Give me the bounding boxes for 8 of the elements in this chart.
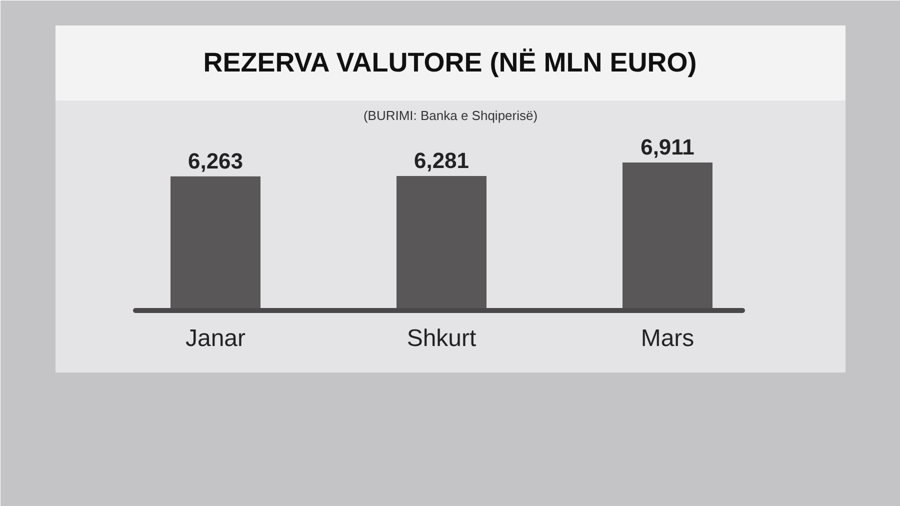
data-label: 6,281 xyxy=(414,148,470,173)
x-tick-label: Mars xyxy=(640,325,694,352)
chart-title: REZERVA VALUTORE (NË MLN EURO) xyxy=(203,48,697,78)
data-label: 6,911 xyxy=(640,134,694,160)
x-tick-label: Shkurt xyxy=(406,325,477,352)
x-tick-label: Janar xyxy=(185,325,246,352)
data-label: 6,263 xyxy=(188,148,244,174)
text: (BURIMI: Banka e Shqiperisë) xyxy=(363,108,538,123)
